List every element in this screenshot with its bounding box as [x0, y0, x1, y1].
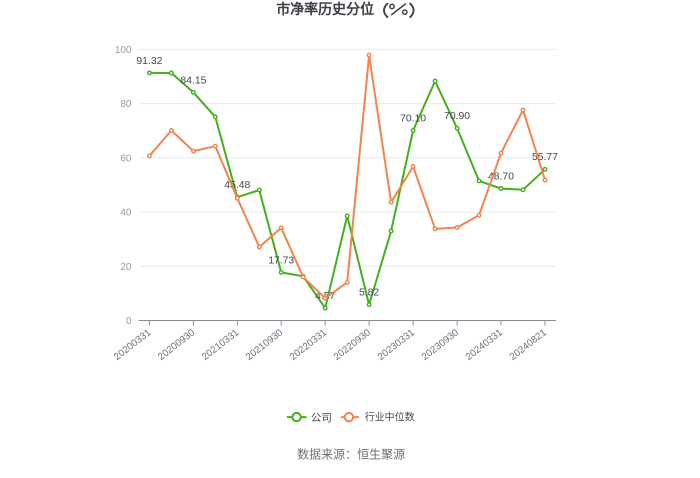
svg-text:17.73: 17.73 — [268, 255, 294, 266]
svg-text:55.77: 55.77 — [532, 152, 558, 163]
svg-text:60: 60 — [120, 153, 132, 164]
svg-text:数据来源：恒生聚源: 数据来源：恒生聚源 — [297, 447, 405, 462]
svg-text:91.32: 91.32 — [136, 56, 162, 67]
svg-text:45.48: 45.48 — [224, 180, 250, 191]
svg-text:0: 0 — [126, 316, 132, 327]
svg-text:48.70: 48.70 — [488, 171, 514, 182]
svg-text:70.10: 70.10 — [400, 113, 426, 124]
svg-text:40: 40 — [120, 208, 132, 219]
svg-text:市净率历史分位: 市净率历史分位 — [276, 1, 374, 17]
svg-text:70.90: 70.90 — [444, 111, 470, 122]
svg-text:行业中位数: 行业中位数 — [365, 411, 415, 424]
svg-text:80: 80 — [120, 99, 132, 110]
svg-text:84.15: 84.15 — [180, 75, 206, 86]
svg-text:20: 20 — [120, 262, 132, 273]
svg-text:100: 100 — [115, 45, 132, 56]
svg-text:公司: 公司 — [311, 412, 332, 424]
svg-text:5.82: 5.82 — [359, 288, 379, 299]
